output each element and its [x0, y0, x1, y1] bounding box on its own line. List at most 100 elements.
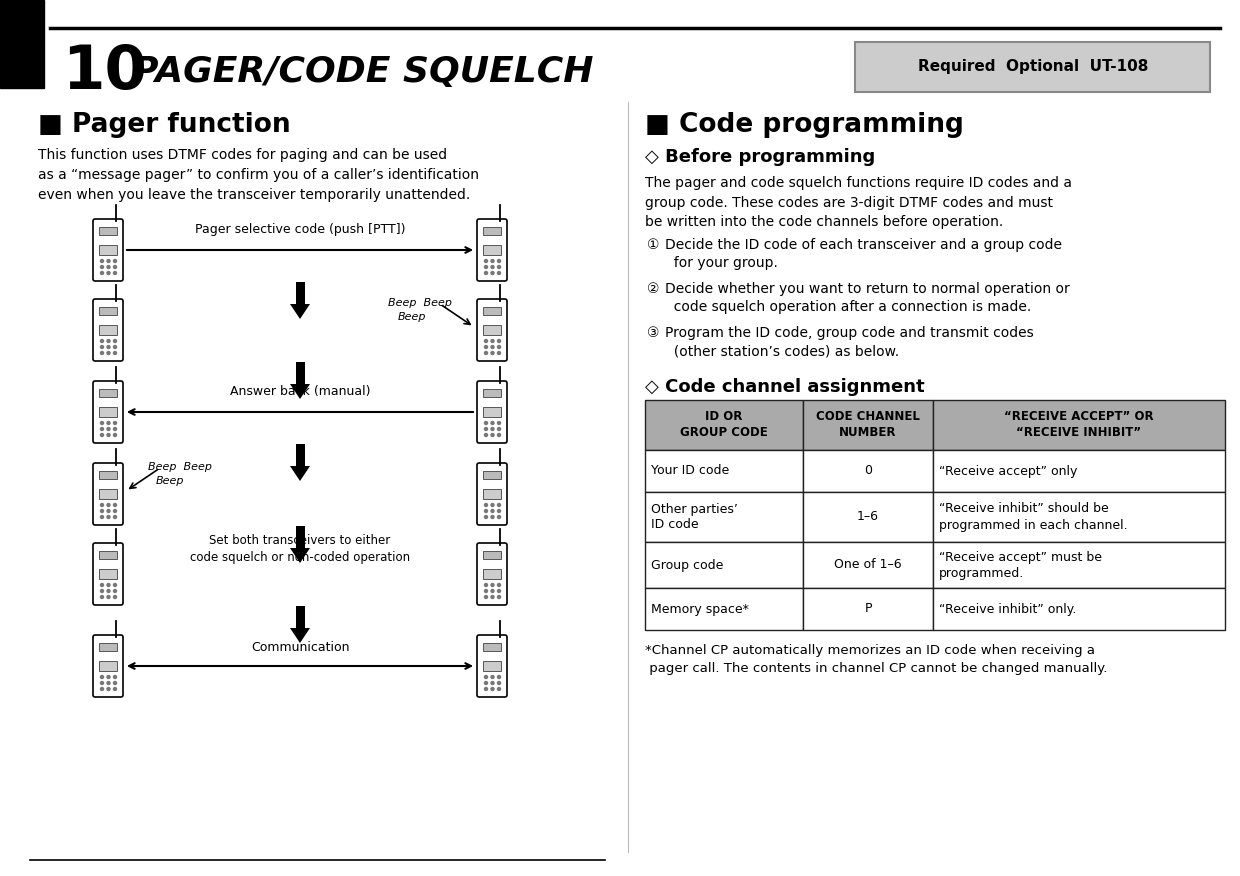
- Circle shape: [491, 265, 494, 269]
- Circle shape: [485, 259, 487, 263]
- FancyBboxPatch shape: [477, 299, 507, 361]
- Circle shape: [497, 259, 501, 263]
- Circle shape: [100, 272, 103, 274]
- FancyBboxPatch shape: [477, 381, 507, 443]
- Circle shape: [497, 272, 501, 274]
- Bar: [99, 227, 117, 235]
- Circle shape: [100, 688, 103, 690]
- Bar: [99, 471, 117, 479]
- Bar: [932, 588, 1225, 630]
- Text: “RECEIVE ACCEPT” OR
“RECEIVE INHIBIT”: “RECEIVE ACCEPT” OR “RECEIVE INHIBIT”: [1004, 411, 1153, 440]
- Circle shape: [114, 688, 117, 690]
- Bar: [804, 542, 932, 588]
- Text: “Receive inhibit” should be
programmed in each channel.: “Receive inhibit” should be programmed i…: [939, 503, 1127, 532]
- Circle shape: [100, 259, 103, 263]
- Circle shape: [107, 265, 110, 269]
- Bar: [99, 325, 117, 335]
- Circle shape: [114, 583, 117, 587]
- Bar: [295, 606, 305, 628]
- Circle shape: [485, 340, 487, 343]
- Bar: [484, 389, 501, 397]
- Bar: [645, 492, 804, 542]
- Circle shape: [485, 596, 487, 598]
- Circle shape: [107, 596, 110, 598]
- Bar: [99, 569, 117, 579]
- FancyBboxPatch shape: [93, 635, 123, 697]
- Circle shape: [491, 421, 494, 425]
- Text: *Channel CP automatically memorizes an ID code when receiving a
 pager call. The: *Channel CP automatically memorizes an I…: [645, 644, 1107, 675]
- Circle shape: [491, 510, 494, 512]
- Circle shape: [100, 675, 103, 679]
- Text: Required  Optional  UT-108: Required Optional UT-108: [918, 60, 1148, 74]
- Circle shape: [497, 265, 501, 269]
- Circle shape: [497, 590, 501, 592]
- Circle shape: [107, 675, 110, 679]
- Circle shape: [107, 515, 110, 519]
- Circle shape: [100, 583, 103, 587]
- Text: P: P: [864, 603, 872, 616]
- Text: Communication: Communication: [250, 641, 350, 654]
- Bar: [0, 44, 43, 88]
- Circle shape: [485, 590, 487, 592]
- Text: 1–6: 1–6: [857, 511, 879, 524]
- Polygon shape: [290, 466, 310, 481]
- Bar: [804, 450, 932, 492]
- Circle shape: [485, 688, 487, 690]
- FancyBboxPatch shape: [93, 299, 123, 361]
- Circle shape: [491, 515, 494, 519]
- Bar: [484, 643, 501, 651]
- Circle shape: [114, 515, 117, 519]
- Circle shape: [107, 345, 110, 349]
- Circle shape: [114, 434, 117, 436]
- Text: CODE CHANNEL
NUMBER: CODE CHANNEL NUMBER: [816, 411, 920, 440]
- Circle shape: [114, 504, 117, 506]
- Circle shape: [107, 272, 110, 274]
- Bar: [804, 400, 932, 450]
- Circle shape: [100, 427, 103, 430]
- Text: Beep  Beep: Beep Beep: [148, 462, 212, 472]
- Text: PAGER/CODE SQUELCH: PAGER/CODE SQUELCH: [131, 55, 594, 89]
- Circle shape: [107, 590, 110, 592]
- Text: 0: 0: [864, 464, 872, 477]
- Bar: [99, 389, 117, 397]
- Circle shape: [100, 515, 103, 519]
- Bar: [645, 588, 804, 630]
- Bar: [484, 407, 501, 417]
- Circle shape: [114, 351, 117, 355]
- Circle shape: [491, 434, 494, 436]
- Circle shape: [107, 421, 110, 425]
- Text: ◇ Before programming: ◇ Before programming: [645, 148, 875, 166]
- Circle shape: [497, 427, 501, 430]
- Circle shape: [100, 265, 103, 269]
- Circle shape: [491, 583, 494, 587]
- Circle shape: [107, 434, 110, 436]
- Circle shape: [485, 583, 487, 587]
- Bar: [645, 450, 804, 492]
- Circle shape: [107, 688, 110, 690]
- Text: 10: 10: [62, 43, 146, 102]
- Circle shape: [491, 504, 494, 506]
- Circle shape: [100, 434, 103, 436]
- Bar: [99, 661, 117, 671]
- Circle shape: [497, 510, 501, 512]
- Circle shape: [100, 421, 103, 425]
- Circle shape: [114, 510, 117, 512]
- FancyBboxPatch shape: [856, 42, 1210, 92]
- Bar: [932, 450, 1225, 492]
- Bar: [99, 489, 117, 499]
- FancyBboxPatch shape: [93, 463, 123, 525]
- Circle shape: [497, 504, 501, 506]
- Circle shape: [114, 421, 117, 425]
- Circle shape: [485, 504, 487, 506]
- Circle shape: [497, 351, 501, 355]
- Circle shape: [485, 345, 487, 349]
- Circle shape: [491, 688, 494, 690]
- Bar: [484, 489, 501, 499]
- Circle shape: [497, 340, 501, 343]
- Circle shape: [100, 351, 103, 355]
- Circle shape: [107, 583, 110, 587]
- Text: Your ID code: Your ID code: [651, 464, 729, 477]
- Text: Memory space*: Memory space*: [651, 603, 749, 616]
- Circle shape: [485, 421, 487, 425]
- Bar: [295, 444, 305, 466]
